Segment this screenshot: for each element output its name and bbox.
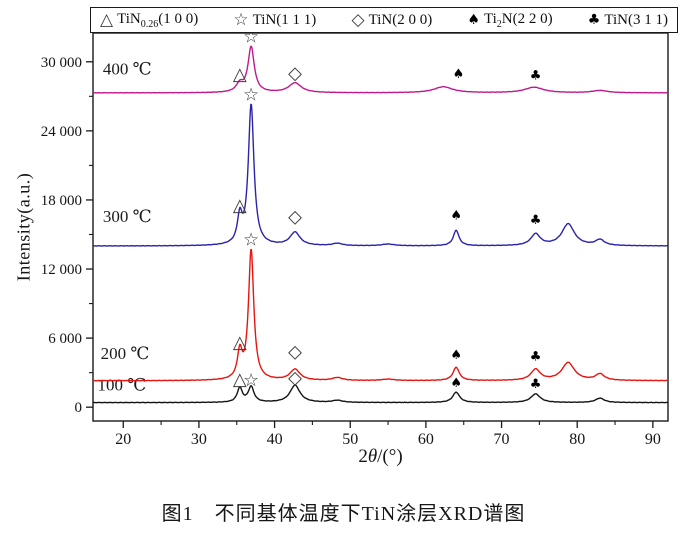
legend-label: TiN0.26(1 0 0) <box>117 10 199 30</box>
series-100c-curve <box>92 384 669 404</box>
x-tick-label: 60 <box>418 431 434 448</box>
x-axis-title: 2θ/(°) <box>93 446 668 468</box>
peak-marker-club: ♣ <box>530 213 542 228</box>
x-tick-label: 70 <box>494 431 510 448</box>
plot-frame <box>92 32 669 422</box>
x-tick-label: 20 <box>115 431 131 448</box>
peak-marker-diamond: ◇ <box>288 367 302 388</box>
y-tick-label: 30 000 <box>41 55 82 71</box>
legend-marker-diamond-icon: ◇ <box>351 9 365 30</box>
x-axis-title-number: 2 <box>358 446 368 467</box>
y-tick-label: 6 000 <box>48 331 82 347</box>
legend-label: TiN(3 1 1) <box>604 11 668 28</box>
series-label-200c: 200 ℃ <box>101 344 150 363</box>
series-label-400c: 400 ℃ <box>103 59 152 78</box>
legend-item-2: ☆ TiN(1 1 1) <box>233 9 317 30</box>
peak-marker-spade: ♠ <box>453 67 465 82</box>
x-axis-title-theta: θ <box>367 446 378 467</box>
peak-marker-triangle: △ <box>233 369 247 390</box>
legend-item-4: ♠ Ti2N(2 2 0) <box>467 11 552 30</box>
series-400c-curve <box>92 45 669 94</box>
peak-marker-triangle: △ <box>233 64 247 85</box>
y-tick-label: 12 000 <box>41 262 82 278</box>
legend-label: TiN(2 0 0) <box>368 11 433 28</box>
legend-marker-star-icon: ☆ <box>233 9 249 30</box>
peak-marker-club: ♣ <box>530 69 542 84</box>
peak-marker-club: ♣ <box>530 377 542 392</box>
legend-marker-triangle-icon: △ <box>100 9 114 30</box>
peak-marker-spade: ♠ <box>450 376 462 391</box>
peak-marker-diamond: ◇ <box>288 63 302 84</box>
series-300c-curve <box>92 103 669 247</box>
peak-marker-star: ☆ <box>243 85 259 106</box>
peak-marker-spade: ♠ <box>450 348 462 363</box>
legend: △ TiN0.26(1 0 0) ☆ TiN(1 1 1) ◇ TiN(2 0 0) ♠ Ti… <box>90 7 678 33</box>
figure-caption: 图1 不同基体温度下TiN涂层XRD谱图 <box>161 503 526 525</box>
x-tick-label: 30 <box>191 431 207 448</box>
legend-item-3: ◇ TiN(2 0 0) <box>351 9 433 30</box>
xrd-plot-canvas: 20 30 40 50 60 70 80 90 0 6 000 12 000 18 000 24 000… <box>41 27 669 448</box>
series-label-300c: 300 ℃ <box>103 207 152 226</box>
x-tick-label: 50 <box>342 431 358 448</box>
x-tick-label: 80 <box>569 431 585 448</box>
peak-marker-star: ☆ <box>243 230 259 251</box>
peak-marker-club: ♣ <box>530 350 542 365</box>
x-tick-label: 90 <box>645 431 661 448</box>
legend-label: Ti2N(2 2 0) <box>483 10 553 30</box>
y-tick-label: 24 000 <box>41 124 82 140</box>
legend-item-5: ♣ TiN(3 1 1) <box>588 12 668 29</box>
series-label-100c: 100 ℃ <box>98 375 147 394</box>
legend-label: TiN(1 1 1) <box>252 11 317 28</box>
peak-marker-triangle: △ <box>233 332 247 353</box>
legend-marker-spade-icon: ♠ <box>467 12 480 28</box>
peak-marker-spade: ♠ <box>450 209 462 224</box>
y-tick-label: 0 <box>75 400 83 416</box>
x-axis-title-unit: /(°) <box>377 446 403 467</box>
y-axis-title: Intensity(a.u.) <box>13 172 34 282</box>
peak-marker-diamond: ◇ <box>288 207 302 228</box>
legend-marker-club-icon: ♣ <box>587 12 601 28</box>
y-tick-label: 18 000 <box>41 193 82 209</box>
series-200c-curve <box>92 248 669 382</box>
peak-marker-diamond: ◇ <box>288 341 302 362</box>
legend-item-1: △ TiN0.26(1 0 0) <box>100 11 198 30</box>
peak-marker-triangle: △ <box>233 195 247 216</box>
x-tick-label: 40 <box>267 431 283 448</box>
peak-marker-star: ☆ <box>243 370 259 391</box>
